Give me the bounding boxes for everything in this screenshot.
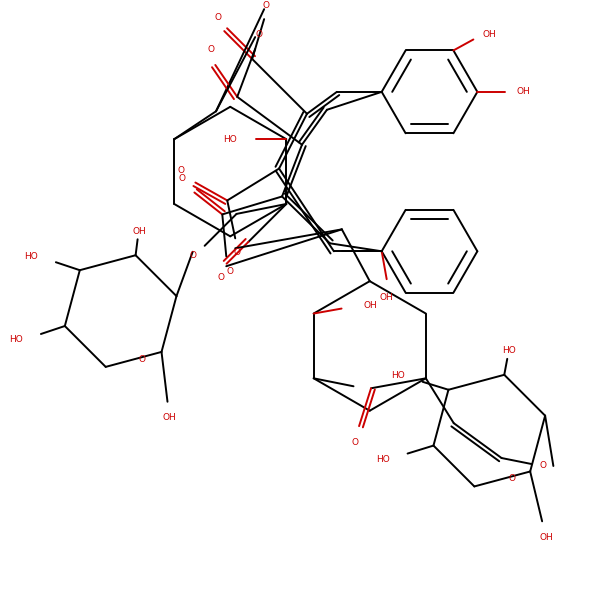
Text: O: O: [208, 44, 215, 53]
Text: O: O: [540, 461, 547, 470]
Text: OH: OH: [380, 293, 394, 302]
Text: O: O: [178, 166, 185, 175]
Text: OH: OH: [364, 301, 377, 310]
Text: O: O: [227, 267, 234, 276]
Text: O: O: [352, 437, 359, 446]
Text: HO: HO: [24, 252, 38, 261]
Text: HO: HO: [391, 371, 404, 380]
Text: OH: OH: [539, 533, 553, 542]
Text: O: O: [179, 174, 186, 183]
Text: O: O: [217, 273, 224, 282]
Text: HO: HO: [9, 335, 23, 344]
Text: OH: OH: [133, 227, 146, 236]
Text: HO: HO: [376, 455, 389, 464]
Text: OH: OH: [163, 413, 176, 422]
Text: OH: OH: [517, 88, 530, 97]
Text: HO: HO: [502, 346, 516, 355]
Text: O: O: [215, 13, 222, 22]
Text: OH: OH: [482, 30, 496, 39]
Text: O: O: [263, 1, 269, 10]
Text: O: O: [509, 475, 516, 484]
Text: O: O: [234, 248, 241, 257]
Text: O: O: [189, 251, 196, 260]
Text: HO: HO: [223, 134, 236, 143]
Text: O: O: [138, 355, 145, 364]
Text: O: O: [256, 29, 263, 38]
